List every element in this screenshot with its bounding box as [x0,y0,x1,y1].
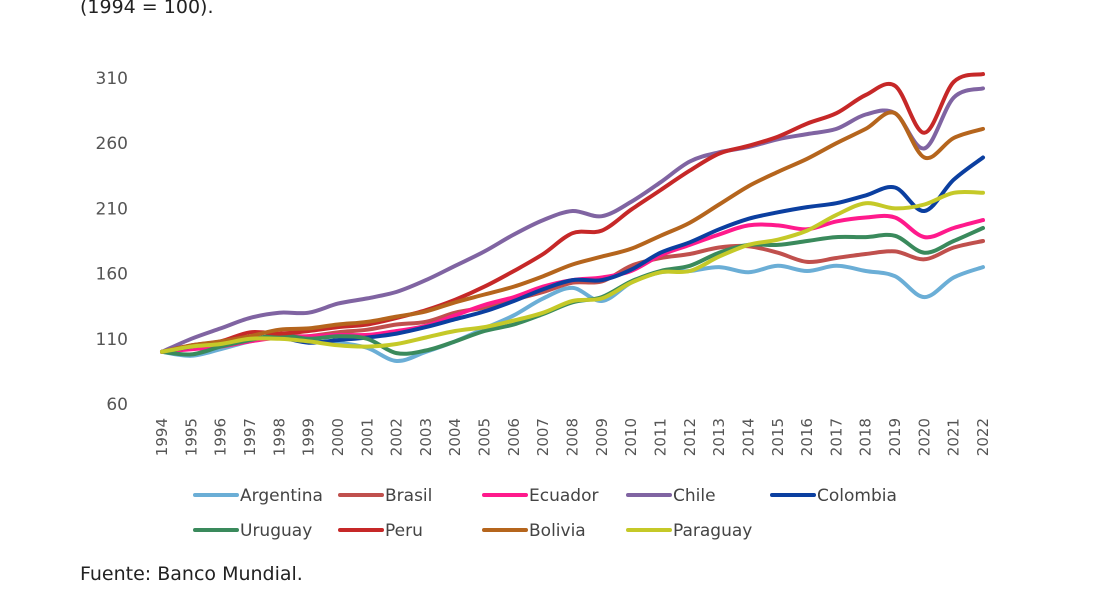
series-line-paraguay [160,189,985,354]
y-tick-label: 310 [96,69,128,89]
legend-label-chile: Chile [673,486,716,506]
legend-label-colombia: Colombia [817,486,897,506]
y-tick-label: 110 [96,330,128,350]
x-tick-label: 1995 [182,418,200,456]
legend-label-ecuador: Ecuador [529,486,598,506]
x-tick-label: 2016 [798,418,816,456]
x-tick-label: 1997 [241,418,259,456]
legend: Argentina Brasil Ecuador Chile Colombia Urugu… [193,486,897,541]
x-tick-label: 2018 [857,418,875,456]
y-tick-label: 260 [96,134,128,154]
x-axis: 1994 1995 1996 1997 1998 1999 2000 2001 2002 2003… [153,418,992,456]
x-tick-label: 2011 [651,418,669,456]
legend-label-bolivia: Bolivia [529,521,586,541]
series-line-bolivia [160,110,985,354]
series-line-chile [160,86,985,354]
x-tick-label: 2002 [388,418,406,456]
x-tick-label: 2010 [622,418,640,456]
x-tick-label: 1996 [212,418,230,456]
x-tick-label: 2009 [593,418,611,456]
y-tick-label: 60 [106,395,128,415]
legend-label-peru: Peru [385,521,423,541]
legend-label-uruguay: Uruguay [240,521,312,541]
series-line-peru [160,72,985,354]
y-tick-label: 160 [96,265,128,285]
x-tick-label: 1999 [300,418,318,456]
x-tick-label: 2003 [417,418,435,456]
series-line-uruguay [160,226,985,357]
chart-source: Fuente: Banco Mundial. [80,563,303,585]
chart-subtitle: (1994 = 100). [80,0,214,18]
x-tick-label: 1994 [153,418,171,456]
series-layer [160,72,985,364]
x-tick-label: 2021 [945,418,963,456]
x-tick-label: 2017 [827,418,845,456]
x-tick-label: 2015 [769,418,787,456]
legend-label-brasil: Brasil [385,486,432,506]
x-tick-label: 2007 [534,418,552,456]
y-axis: 60 110 160 210 260 310 [96,69,128,415]
x-tick-label: 2001 [358,418,376,456]
x-tick-label: 2020 [915,418,933,456]
legend-label-paraguay: Paraguay [673,521,752,541]
x-tick-label: 2006 [505,418,523,456]
x-tick-label: 2008 [564,418,582,456]
legend-label-argentina: Argentina [240,486,323,506]
x-tick-label: 2022 [974,418,992,456]
x-tick-label: 2014 [739,418,757,456]
x-tick-label: 2005 [476,418,494,456]
x-tick-label: 2013 [710,418,728,456]
x-tick-label: 2019 [886,418,904,456]
x-tick-label: 2004 [446,418,464,456]
y-tick-label: 210 [96,199,128,219]
x-tick-label: 2000 [329,418,347,456]
x-tick-label: 1998 [270,418,288,456]
x-tick-label: 2012 [681,418,699,456]
